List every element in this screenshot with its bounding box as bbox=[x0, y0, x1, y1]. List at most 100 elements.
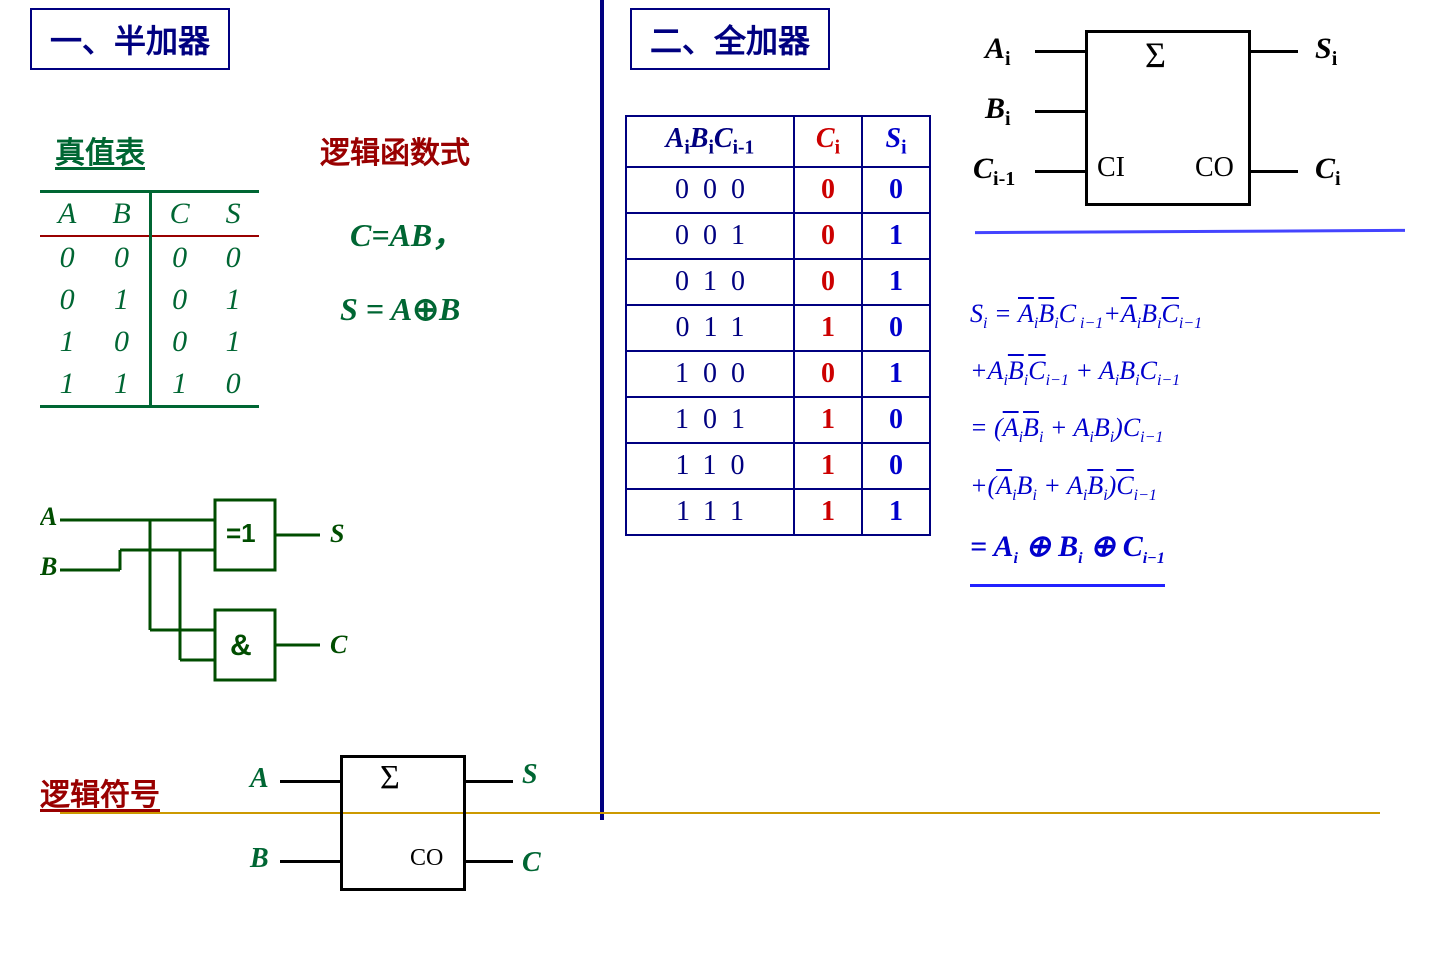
sum-equation: S = A⊕B bbox=[340, 290, 460, 328]
fa-hdr-inputs: AiBiCi-1 bbox=[626, 116, 794, 167]
fa-hdr-c: Ci bbox=[794, 116, 862, 167]
carry-equation: C=AB， bbox=[350, 210, 464, 256]
fa-cell: 0 bbox=[862, 305, 930, 351]
ha-sym-c: C bbox=[522, 847, 541, 879]
fa-cell: 111 bbox=[626, 489, 794, 535]
and-gate-label: & bbox=[230, 629, 252, 662]
half-adder-title: 一、半加器 bbox=[30, 8, 230, 70]
ha-cell: 0 bbox=[150, 279, 208, 321]
fa-in-c: Ci-1 bbox=[973, 152, 1015, 191]
deriv-line-3: = (AiBi + AiBi)Ci−1 bbox=[970, 399, 1430, 456]
fa-cell: 1 bbox=[794, 443, 862, 489]
fa-cell: 1 bbox=[862, 489, 930, 535]
sum-eq-lhs: S = A bbox=[340, 291, 412, 327]
full-adder-symbol: Σ CI CO Ai Bi Ci-1 Si Ci bbox=[985, 10, 1425, 220]
ha-sym-box bbox=[340, 755, 466, 891]
deriv-line-5: = Ai ⊕ Bi ⊕ Ci−1 bbox=[970, 514, 1430, 587]
half-adder-gate-diagram: A B =1 & S C bbox=[40, 490, 380, 715]
ha-cell: 0 bbox=[40, 236, 94, 279]
fa-cell: 0 bbox=[862, 443, 930, 489]
xor-symbol: ⊕ bbox=[412, 291, 439, 327]
wire bbox=[280, 860, 340, 863]
ha-cell: 0 bbox=[150, 321, 208, 363]
ha-cell: 0 bbox=[94, 236, 150, 279]
ha-cell: 1 bbox=[150, 363, 208, 407]
co-label: CO bbox=[410, 845, 443, 872]
fa-cell: 0 bbox=[862, 167, 930, 213]
logic-function-label: 逻辑函数式 bbox=[320, 128, 470, 172]
ha-cell: 1 bbox=[40, 321, 94, 363]
half-adder-truth-table: A B C S 0 0 0 0 0 1 0 1 1 0 0 1 1 1 1 0 bbox=[40, 190, 259, 408]
fa-cell: 1 bbox=[862, 351, 930, 397]
full-adder-title: 二、全加器 bbox=[630, 8, 830, 70]
ha-cell: 0 bbox=[94, 321, 150, 363]
wire bbox=[280, 780, 340, 783]
output-s-label: S bbox=[330, 519, 344, 548]
blue-rule-top bbox=[975, 229, 1405, 234]
wire bbox=[1035, 170, 1085, 173]
half-adder-symbol: Σ CO A B S C bbox=[220, 735, 540, 915]
co-label: CO bbox=[1195, 152, 1234, 184]
fa-cell: 001 bbox=[626, 213, 794, 259]
fa-cell: 011 bbox=[626, 305, 794, 351]
fa-cell: 1 bbox=[794, 397, 862, 443]
ha-cell: 0 bbox=[40, 279, 94, 321]
wire bbox=[463, 780, 513, 783]
xor-gate-label: =1 bbox=[226, 518, 256, 548]
fa-out-s: Si bbox=[1315, 32, 1337, 71]
ha-cell: 0 bbox=[208, 236, 259, 279]
ha-sym-s: S bbox=[522, 759, 538, 791]
ha-cell: 0 bbox=[208, 363, 259, 407]
fa-cell: 0 bbox=[794, 213, 862, 259]
fa-in-b: Bi bbox=[985, 92, 1011, 131]
ha-cell: 1 bbox=[40, 363, 94, 407]
fa-row: 10001 bbox=[626, 351, 930, 397]
fa-in-a: Ai bbox=[985, 32, 1011, 71]
ha-cell: 0 bbox=[150, 236, 208, 279]
input-b-label: B bbox=[40, 552, 57, 581]
ha-col-c: C bbox=[150, 192, 208, 237]
fa-row: 11010 bbox=[626, 443, 930, 489]
fa-cell: 0 bbox=[794, 259, 862, 305]
wire bbox=[1248, 170, 1298, 173]
deriv-line-1: Si = AiBiC i−1+AiBiCi−1 bbox=[970, 285, 1430, 342]
ha-sym-a: A bbox=[250, 763, 269, 795]
input-a-label: A bbox=[40, 502, 57, 531]
fa-row: 01110 bbox=[626, 305, 930, 351]
fa-row: 00101 bbox=[626, 213, 930, 259]
fa-cell: 110 bbox=[626, 443, 794, 489]
fa-row: 00000 bbox=[626, 167, 930, 213]
fa-row: 10110 bbox=[626, 397, 930, 443]
ha-sym-b: B bbox=[250, 843, 269, 875]
deriv-line-2: +AiBiCi−1 + AiBiCi−1 bbox=[970, 342, 1430, 399]
fa-cell: 000 bbox=[626, 167, 794, 213]
fa-cell: 010 bbox=[626, 259, 794, 305]
fa-cell: 101 bbox=[626, 397, 794, 443]
ha-col-s: S bbox=[208, 192, 259, 237]
sigma-icon: Σ bbox=[380, 759, 400, 797]
fa-cell: 1 bbox=[862, 259, 930, 305]
ha-cell: 1 bbox=[94, 279, 150, 321]
fa-cell: 0 bbox=[862, 397, 930, 443]
wire bbox=[1035, 50, 1085, 53]
ha-cell: 1 bbox=[208, 279, 259, 321]
fa-cell: 1 bbox=[794, 489, 862, 535]
fa-hdr-s: Si bbox=[862, 116, 930, 167]
deriv-line-4: +(AiBi + AiBi)Ci−1 bbox=[970, 457, 1430, 514]
truth-table-label: 真值表 bbox=[55, 128, 145, 172]
ha-col-a: A bbox=[40, 192, 94, 237]
sigma-icon: Σ bbox=[1145, 34, 1166, 76]
fa-out-c: Ci bbox=[1315, 152, 1341, 191]
sum-eq-rhs: B bbox=[439, 291, 460, 327]
fa-row: 01001 bbox=[626, 259, 930, 305]
fa-row: 11111 bbox=[626, 489, 930, 535]
wire bbox=[463, 860, 513, 863]
wire bbox=[1035, 110, 1085, 113]
gate-svg: A B =1 & S C bbox=[40, 490, 380, 710]
fa-cell: 0 bbox=[794, 351, 862, 397]
fa-cell: 1 bbox=[862, 213, 930, 259]
ha-cell: 1 bbox=[208, 321, 259, 363]
column-divider bbox=[600, 0, 604, 820]
ci-label: CI bbox=[1097, 152, 1125, 184]
sum-derivation: Si = AiBiC i−1+AiBiCi−1 +AiBiCi−1 + AiBi… bbox=[970, 285, 1430, 587]
